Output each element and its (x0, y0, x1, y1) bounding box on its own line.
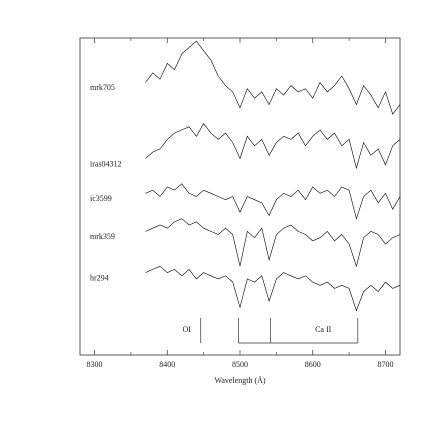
x-axis-label: Wavelength (Å) (214, 376, 265, 385)
x-tick-label: 8300 (87, 360, 103, 369)
annotation-label: OI (183, 325, 192, 334)
spectrum-line (145, 265, 401, 312)
series-label: mrk359 (90, 232, 115, 241)
spectrum-line (145, 40, 401, 115)
x-tick-label: 8500 (232, 360, 248, 369)
series-label: mrk705 (90, 83, 115, 92)
x-tick-label: 8400 (159, 360, 175, 369)
spectrum-line (145, 123, 401, 170)
series-label: ic3599 (90, 194, 112, 203)
x-tick-label: 8600 (305, 360, 321, 369)
spectrum-line (145, 183, 401, 220)
x-tick-label: 8700 (377, 360, 393, 369)
series-label: hr294 (90, 273, 109, 282)
annotation-label: Ca II (315, 325, 332, 334)
spectrum-line (145, 218, 401, 268)
series-label: iras04312 (90, 159, 122, 168)
